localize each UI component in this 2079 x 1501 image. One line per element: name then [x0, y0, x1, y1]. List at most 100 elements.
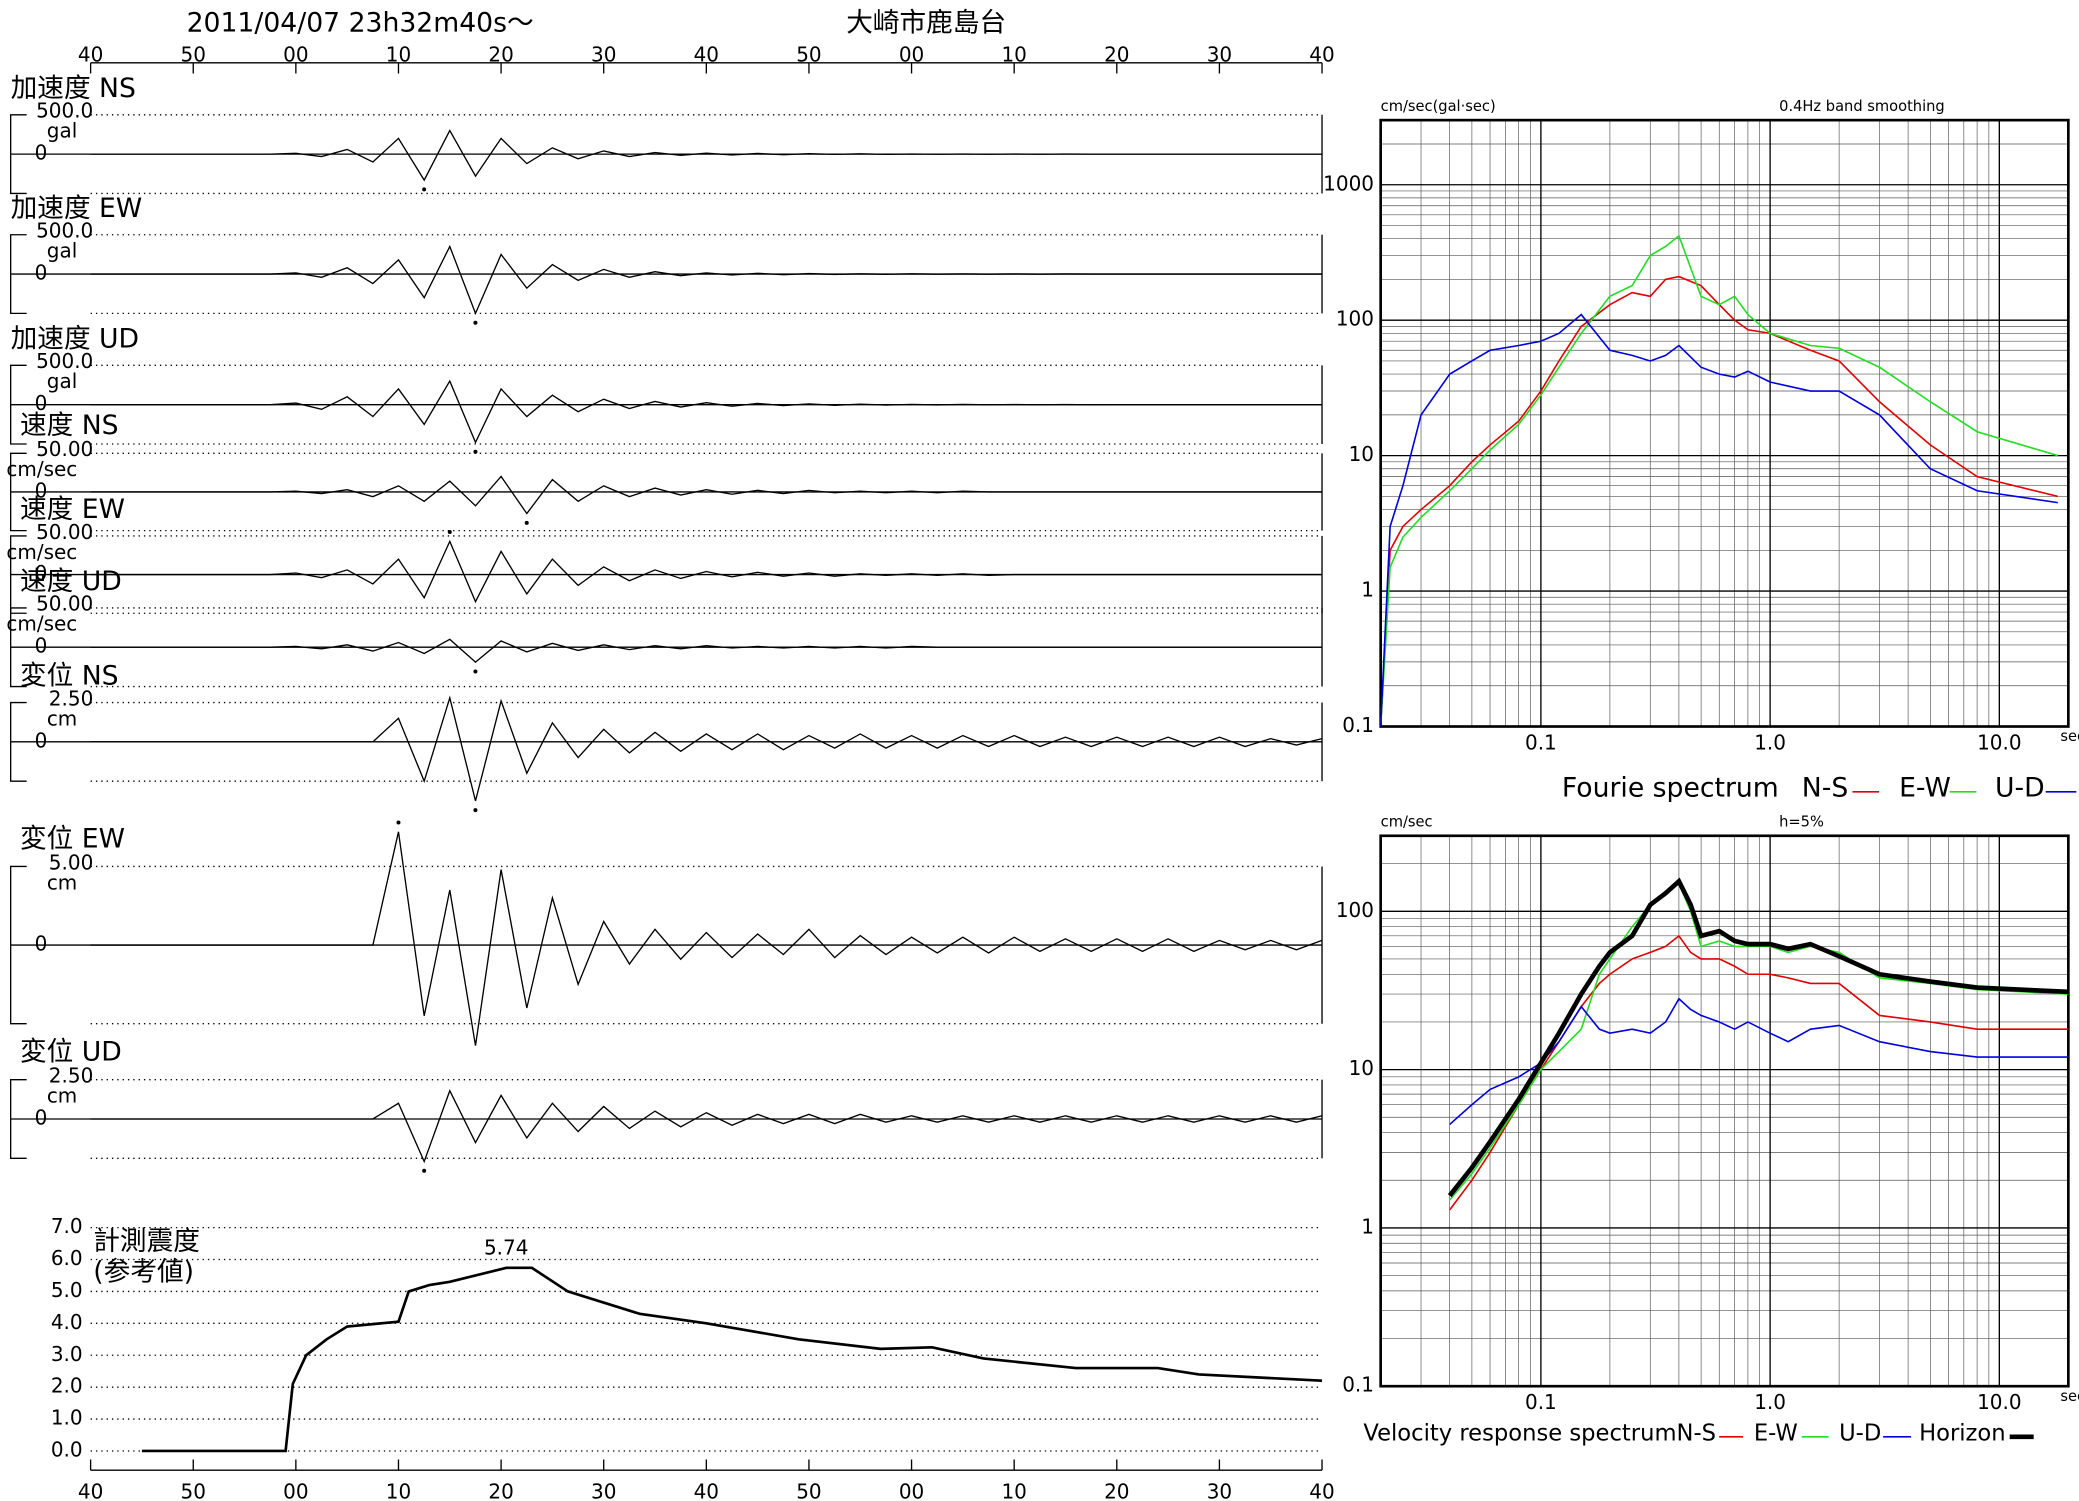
legend-label: N-S [1802, 773, 1848, 804]
trace-label: 加速度 EW [11, 193, 143, 224]
trace-bracket [9, 364, 27, 445]
y-axis-unit: cm/sec [1381, 813, 1433, 830]
peak-dot [473, 808, 478, 813]
y-tick-label: 0.1 [1342, 713, 1374, 737]
trace-unit: cm/sec [6, 457, 77, 481]
trace-unit: cm/sec [6, 612, 77, 636]
y-tick-label: 0.0 [51, 1438, 83, 1462]
peak-dot [473, 669, 478, 674]
trace-label: 加速度 UD [11, 324, 139, 355]
chart-subtitle: (参考値) [93, 1256, 194, 1287]
x-tick-label: 30 [1207, 43, 1232, 67]
x-tick-label: 0.1 [1525, 1390, 1557, 1414]
x-tick-label: 20 [488, 43, 513, 67]
y-tick-label: 1 [1361, 578, 1374, 602]
peak-dot [422, 1168, 427, 1173]
trace [90, 539, 1323, 604]
intensity-line [141, 1266, 1323, 1453]
trace [90, 475, 1323, 515]
x-tick-label: 1.0 [1754, 1390, 1786, 1414]
legend-title: Fourie spectrum [1562, 773, 1779, 804]
y-tick-label: 2.50 [49, 686, 94, 710]
x-tick-label: 50 [796, 43, 821, 67]
trace-label: 速度 UD [20, 566, 122, 597]
trace-unit: cm [47, 1084, 77, 1108]
x-tick-label: 10 [386, 1479, 411, 1501]
peak-dot [473, 320, 478, 325]
plot-frame [1379, 834, 2070, 1388]
x-tick-label: 20 [488, 1479, 513, 1501]
plot-frame [1379, 118, 2070, 728]
x-tick-label: 50 [796, 1479, 821, 1501]
spectrum-line [1447, 877, 2069, 1198]
y-tick-label: 500.0 [36, 219, 93, 243]
x-tick-label: 30 [1207, 1479, 1232, 1501]
x-tick-label: 40 [694, 1479, 719, 1501]
trace-unit: gal [47, 119, 77, 143]
y-axis-unit: cm/sec(gal·sec) [1381, 98, 1496, 115]
y-tick-label: 0 [35, 141, 48, 165]
x-tick-label: 20 [1104, 43, 1129, 67]
note: h=5% [1779, 813, 1824, 830]
x-tick-label: 10 [386, 43, 411, 67]
trace-unit: cm [47, 706, 77, 730]
peak-dot [447, 530, 452, 535]
x-tick-label: 1.0 [1754, 730, 1786, 754]
x-tick-label: 40 [78, 43, 103, 67]
x-axis-unit: sec [2060, 1388, 2079, 1405]
legend-label: U-D [1839, 1421, 1881, 1447]
header-datetime: 2011/04/07 23h32m40s～ [187, 8, 534, 39]
y-tick-label: 0 [35, 478, 48, 502]
x-tick-label: 10 [1001, 43, 1026, 67]
x-tick-label: 40 [1309, 1479, 1334, 1501]
trace [90, 695, 1323, 802]
y-tick-label: 0 [35, 391, 48, 415]
trace [90, 244, 1323, 316]
y-tick-label: 7.0 [51, 1214, 83, 1238]
annotation: 5.74 [484, 1236, 528, 1260]
y-tick-label: 0 [35, 561, 48, 585]
peak-dot [524, 520, 529, 525]
legend-label: Horizon [1919, 1421, 2006, 1447]
y-tick-label: 0 [35, 1105, 48, 1129]
trace-label: 変位 NS [20, 661, 119, 692]
x-tick-label: 10 [1001, 1479, 1026, 1501]
x-tick-label: 00 [283, 1479, 308, 1501]
y-tick-label: 50.00 [36, 520, 93, 544]
spectrum-line [1379, 313, 2058, 727]
y-tick-label: 500.0 [36, 349, 93, 373]
y-tick-label: 500.0 [36, 99, 93, 123]
x-tick-label: 30 [591, 43, 616, 67]
y-tick-label: 4.0 [51, 1310, 83, 1334]
trace [90, 831, 1323, 1046]
y-tick-label: 0 [35, 728, 48, 752]
y-tick-label: 1.0 [51, 1406, 83, 1430]
legend-label: E-W [1899, 773, 1951, 804]
x-axis-unit: sec [2060, 728, 2079, 745]
header-station: 大崎市鹿島台 [846, 8, 1006, 39]
trace-label: 変位 UD [20, 1037, 122, 1068]
trace-label: 速度 NS [20, 410, 119, 441]
y-tick-label: 6.0 [51, 1246, 83, 1270]
y-tick-label: 0.1 [1342, 1373, 1374, 1397]
x-tick-label: 50 [181, 1479, 206, 1501]
y-tick-label: 10 [1349, 1056, 1374, 1080]
trace-label: 速度 EW [20, 494, 125, 525]
trace-bracket [9, 452, 27, 532]
y-tick-label: 100 [1336, 898, 1374, 922]
y-tick-label: 0 [35, 634, 48, 658]
y-tick-label: 5.00 [49, 850, 94, 874]
y-tick-label: 50.00 [36, 592, 93, 616]
trace-unit: gal [47, 369, 77, 393]
legend-label: N-S [1677, 1421, 1716, 1447]
trace-bracket [9, 607, 27, 688]
y-tick-label: 3.0 [51, 1342, 83, 1366]
trace-bracket [9, 114, 27, 195]
legend-label: U-D [1995, 773, 2045, 804]
y-tick-label: 0 [35, 932, 48, 956]
trace-unit: cm/sec [6, 540, 77, 564]
y-tick-label: 1 [1361, 1214, 1374, 1238]
y-tick-label: 2.0 [51, 1374, 83, 1398]
